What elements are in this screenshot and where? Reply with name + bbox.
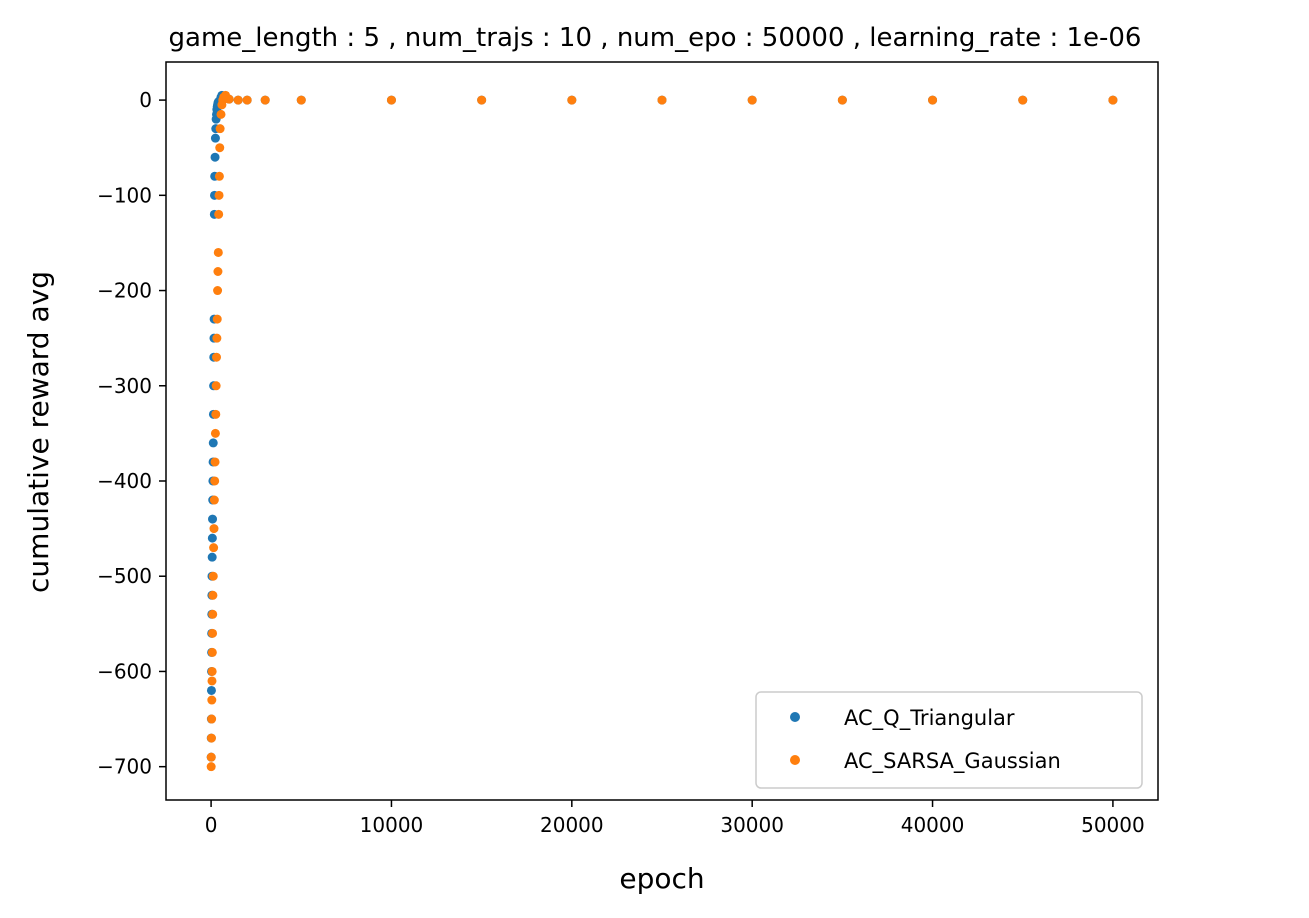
x-tick-label: 0	[205, 813, 218, 837]
data-point	[210, 152, 220, 162]
data-point	[214, 209, 224, 219]
data-point	[214, 171, 224, 181]
legend-box	[755, 691, 1143, 789]
data-point	[242, 95, 252, 105]
data-point	[209, 524, 219, 534]
data-point	[208, 590, 218, 600]
data-points	[206, 90, 1118, 772]
x-axis-ticks: 0 10000 20000 30000 40000 50000	[205, 800, 1145, 837]
legend-label-ac-sarsa-gaussian: AC_SARSA_Gaussian	[844, 749, 1061, 774]
y-tick-label: −200	[97, 279, 152, 303]
data-point	[208, 571, 218, 581]
data-point	[224, 94, 234, 104]
data-point	[928, 95, 938, 105]
y-tick-label: −300	[97, 374, 152, 398]
x-tick-label: 30000	[720, 813, 784, 837]
data-point	[211, 381, 221, 391]
data-point	[207, 676, 217, 686]
x-axis-label: epoch	[619, 862, 704, 895]
data-point	[206, 733, 216, 743]
x-tick-label: 50000	[1081, 813, 1145, 837]
data-point	[213, 267, 223, 276]
data-point	[216, 109, 226, 119]
y-axis-label: cumulative reward avg	[22, 271, 55, 593]
y-tick-label: −100	[97, 183, 152, 207]
data-point	[207, 647, 217, 657]
data-point	[206, 685, 216, 695]
data-point	[215, 124, 225, 134]
data-point	[657, 95, 667, 105]
data-point	[567, 95, 577, 105]
data-point	[208, 514, 218, 524]
y-tick-label: −600	[97, 659, 152, 683]
y-tick-label: −500	[97, 564, 152, 588]
data-point	[210, 133, 220, 143]
plot-area	[165, 61, 1159, 801]
data-point	[386, 95, 396, 105]
data-point	[1018, 95, 1028, 105]
data-point	[211, 409, 221, 419]
data-point	[206, 762, 216, 772]
data-point	[208, 438, 218, 448]
data-point	[212, 314, 222, 324]
data-point	[215, 143, 225, 153]
y-tick-label: −400	[97, 469, 152, 493]
data-point	[212, 352, 221, 362]
y-tick-label: −700	[97, 755, 152, 779]
data-point	[210, 457, 220, 467]
data-point	[206, 752, 216, 762]
data-point	[1108, 95, 1118, 105]
data-point	[207, 695, 217, 705]
data-point	[209, 495, 219, 505]
legend: AC_Q_Triangular AC_SARSA_Gaussian	[755, 691, 1143, 789]
data-point	[208, 609, 218, 619]
data-point	[213, 247, 223, 257]
series-ac-sarsa-gaussian	[206, 90, 1118, 772]
data-point	[207, 533, 217, 543]
data-point	[210, 428, 220, 438]
x-tick-label: 10000	[360, 813, 424, 837]
data-point	[212, 333, 222, 343]
data-point	[208, 628, 218, 638]
data-point	[207, 714, 217, 724]
data-point	[214, 190, 224, 200]
y-axis-ticks: 0 −100 −200 −300 −400 −500 −600 −700	[97, 88, 166, 779]
data-point	[296, 95, 306, 105]
data-point	[207, 552, 217, 562]
legend-label-ac-q-triangular: AC_Q_Triangular	[844, 706, 1015, 731]
legend-marker-ac-q-triangular	[790, 712, 800, 722]
data-point	[207, 666, 217, 676]
data-point	[210, 476, 220, 486]
data-point	[477, 95, 487, 105]
data-point	[747, 95, 757, 105]
data-point	[213, 286, 223, 296]
y-tick-label: 0	[139, 88, 152, 112]
x-tick-label: 20000	[540, 813, 604, 837]
plot-background	[166, 62, 1158, 800]
x-tick-label: 40000	[901, 813, 965, 837]
plot-frame	[165, 61, 1159, 801]
data-point	[209, 543, 219, 553]
data-point	[260, 95, 270, 105]
legend-marker-ac-sarsa-gaussian	[790, 755, 800, 765]
data-point	[233, 95, 243, 105]
data-point	[837, 95, 847, 105]
chart-title: game_length : 5 , num_trajs : 10 , num_e…	[169, 23, 1142, 53]
